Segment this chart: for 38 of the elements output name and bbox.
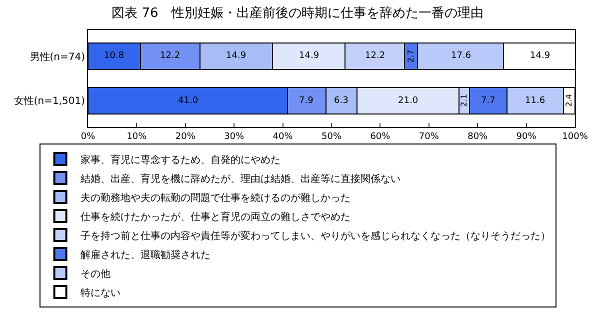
x-tick-label: 100% [562,132,588,142]
data-label: 21.0 [398,96,418,106]
legend-label: 子を持つ前と仕事の内容や責任等が変わってしまい、やりがいを感じられなくなった（なりそうだった） [80,230,550,242]
x-tick-label: 80% [468,132,488,142]
data-label: 2.1 [460,94,469,107]
y-tick-label: 男性(n=74) [30,50,86,63]
data-label: 12.2 [160,51,180,61]
data-label: 2.4 [564,94,574,107]
data-label: 2.7 [406,50,416,63]
x-tick-label: 90% [516,132,537,142]
legend-label: 特にない [80,286,120,299]
legend-label: 夫の勤務地や夫の転勤の問題で仕事を続けるのが難しかった [80,192,350,204]
legend-label: 解雇された、退職勧奨された [80,248,210,261]
data-label: 10.8 [104,51,124,61]
data-label: 12.2 [365,51,386,61]
legend-label: 結婚、出産、育児を機に辞めたが、理由は結婚、出産等に直接関係ない [79,172,400,185]
data-label: 6.3 [334,96,348,106]
data-label: 14.9 [530,51,550,61]
data-label: 7.9 [299,96,314,106]
x-tick-label: 20% [175,132,196,142]
legend-label: 家事、育児に専念するため、自発的にやめた [80,154,280,166]
x-tick-label: 70% [418,132,440,142]
chart-title: 図表 76 性別妊娠・出産前後の時期に仕事を辞めた一番の理由 [112,5,484,22]
x-tick-label: 0% [80,132,96,142]
legend-label: 仕事を続けたかったが、仕事と育児の両立の難しさでやめた [80,210,350,223]
data-label: 41.0 [178,96,198,106]
legend-label: その他 [80,268,110,280]
data-label: 17.6 [451,51,472,61]
data-label: 11.6 [525,96,546,106]
y-tick-label: 女性(n=1,501) [14,95,86,108]
data-label: 14.9 [299,51,320,61]
x-tick-label: 50% [321,132,342,142]
data-label: 14.9 [226,51,246,61]
x-tick-label: 10% [126,132,148,142]
x-tick-label: 60% [370,132,391,142]
data-label: 7.7 [481,96,496,106]
x-tick-label: 30% [224,132,245,142]
x-tick-label: 40% [272,132,294,142]
